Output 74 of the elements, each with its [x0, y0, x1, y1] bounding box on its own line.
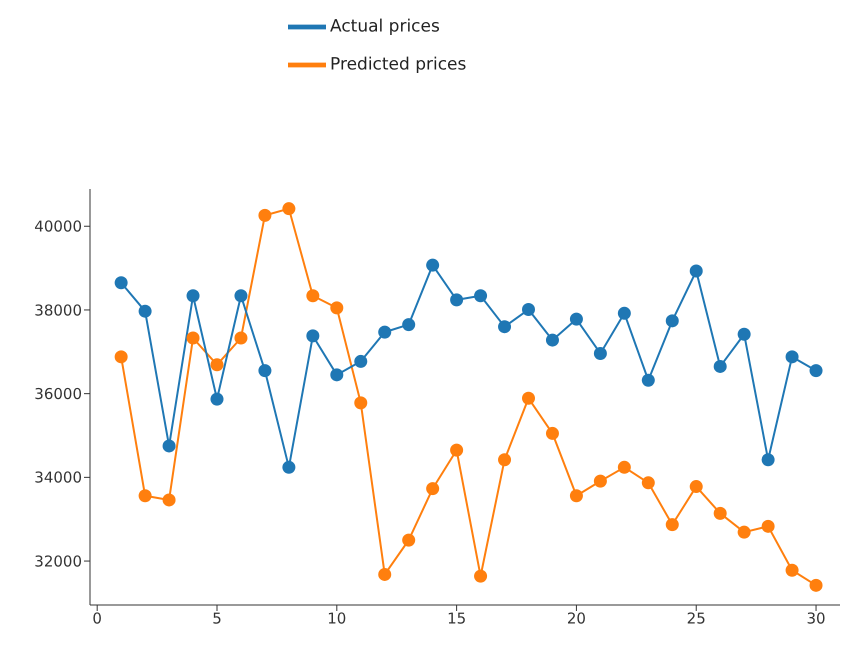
- point: [714, 360, 727, 373]
- y-tick-label: 34000: [34, 468, 82, 487]
- x-tick-label: 0: [92, 610, 102, 628]
- point: [162, 439, 176, 452]
- point: [450, 444, 464, 457]
- point: [546, 334, 559, 347]
- point: [690, 480, 703, 494]
- y-tick-label: 32000: [34, 552, 82, 570]
- point: [762, 453, 775, 466]
- point: [522, 392, 535, 405]
- point: [786, 564, 799, 577]
- point: [786, 350, 799, 364]
- point: [450, 293, 464, 306]
- x-tick-label: 5: [212, 610, 222, 628]
- x-tick-label: 10: [327, 610, 346, 628]
- point: [210, 358, 224, 372]
- point: [810, 364, 823, 378]
- point: [138, 489, 152, 502]
- point: [210, 392, 224, 406]
- point: [330, 301, 344, 314]
- point: [570, 489, 583, 502]
- point: [354, 396, 368, 410]
- x-tick-label: 25: [686, 610, 706, 628]
- point: [402, 534, 416, 547]
- point: [234, 331, 248, 344]
- point: [186, 331, 200, 344]
- point: [738, 526, 751, 539]
- point: [570, 312, 583, 326]
- point: [594, 474, 607, 488]
- point: [114, 350, 128, 364]
- point: [378, 326, 392, 339]
- point: [306, 329, 320, 342]
- point: [330, 368, 344, 382]
- point: [186, 289, 200, 302]
- point: [546, 426, 559, 440]
- x-tick-label: 30: [806, 610, 826, 628]
- point: [162, 493, 176, 506]
- point: [282, 460, 296, 474]
- point: [810, 578, 823, 592]
- point: [258, 208, 272, 222]
- point: [378, 568, 392, 581]
- x-tick-label: 20: [566, 610, 586, 628]
- point: [354, 354, 368, 368]
- point: [498, 320, 512, 334]
- point: [114, 276, 128, 290]
- point: [642, 476, 655, 490]
- point: [138, 304, 152, 318]
- point: [306, 289, 320, 302]
- point: [474, 570, 488, 583]
- point: [714, 506, 727, 520]
- x-tick-label: 15: [447, 610, 466, 628]
- y-tick-label: 36000: [34, 384, 82, 403]
- y-tick-label: 40000: [34, 218, 82, 236]
- point: [690, 264, 703, 278]
- point: [666, 518, 679, 532]
- point: [498, 453, 512, 466]
- point: [474, 289, 488, 302]
- point: [618, 460, 631, 474]
- legend-label: Predicted prices: [330, 54, 466, 75]
- point: [522, 303, 535, 316]
- point: [666, 314, 679, 328]
- point: [642, 374, 655, 387]
- legend-label: Actual prices: [330, 16, 440, 37]
- point: [738, 328, 751, 341]
- point: [282, 202, 296, 216]
- point: [234, 289, 248, 302]
- point: [426, 258, 440, 272]
- point: [618, 306, 631, 320]
- point: [762, 520, 775, 533]
- y-tick-label: 38000: [34, 301, 82, 320]
- point: [402, 318, 416, 332]
- point: [258, 364, 272, 378]
- point: [426, 482, 440, 496]
- point: [594, 346, 607, 360]
